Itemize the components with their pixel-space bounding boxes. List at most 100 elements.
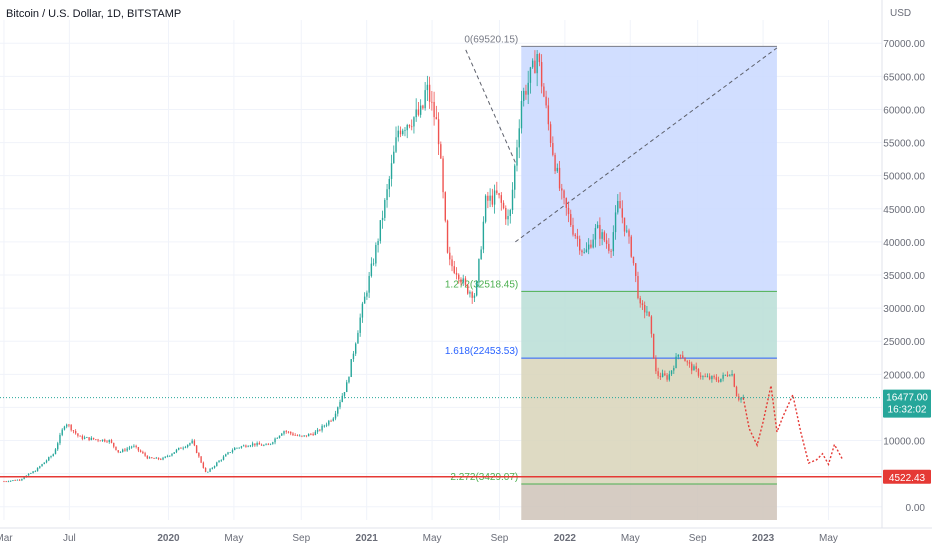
candle-body xyxy=(310,433,312,435)
candle-body xyxy=(507,216,509,220)
candle-body xyxy=(126,448,128,451)
candle-body xyxy=(330,420,332,422)
candle-body xyxy=(661,373,664,378)
candle-body xyxy=(191,440,193,444)
candle-body xyxy=(83,437,86,439)
candle-body xyxy=(213,465,216,468)
candle-body xyxy=(502,202,505,209)
candle-body xyxy=(354,343,357,354)
candle-body xyxy=(139,450,142,452)
candle-body xyxy=(88,437,90,441)
x-tick-label: Sep xyxy=(491,533,509,544)
candle-body xyxy=(77,433,79,436)
candle-body xyxy=(323,425,326,427)
candle-body xyxy=(48,457,50,461)
candle-body xyxy=(514,165,516,190)
candle-body xyxy=(581,250,583,253)
candle-body xyxy=(657,371,659,376)
candle-body xyxy=(608,243,610,251)
candle-body xyxy=(404,130,406,131)
candle-body xyxy=(431,101,433,103)
candle-body xyxy=(467,284,469,294)
candle-body xyxy=(189,443,191,445)
support-value: 4522.43 xyxy=(889,473,926,484)
candle-body xyxy=(402,130,404,135)
candle-body xyxy=(220,459,222,461)
candle-body xyxy=(106,441,108,443)
x-tick-label: May xyxy=(621,533,640,544)
candle-body xyxy=(695,366,697,370)
candle-body xyxy=(442,158,444,193)
x-tick-label: 2020 xyxy=(157,533,180,544)
candle-body xyxy=(171,453,173,456)
candle-body xyxy=(276,437,278,439)
candle-body xyxy=(426,84,429,91)
candle-body xyxy=(379,220,382,242)
candle-body xyxy=(52,454,54,457)
candle-body xyxy=(699,375,702,377)
candle-body xyxy=(343,392,346,396)
candle-body xyxy=(269,443,272,445)
candle-body xyxy=(480,249,482,260)
candle-body xyxy=(563,190,565,198)
y-tick-label: 50000.00 xyxy=(883,172,925,183)
candle-body xyxy=(267,444,270,446)
candle-body xyxy=(574,234,576,237)
candle-body xyxy=(446,220,449,253)
candle-body xyxy=(621,208,623,218)
y-tick-label: 55000.00 xyxy=(883,139,925,150)
candle-body xyxy=(332,418,334,421)
x-tick-label: 2023 xyxy=(752,533,775,544)
candle-body xyxy=(334,413,337,419)
candle-body xyxy=(729,375,731,377)
candle-body xyxy=(21,478,23,481)
candle-body xyxy=(178,447,180,450)
candle-body xyxy=(556,167,559,172)
candle-body xyxy=(65,424,68,427)
candle-body xyxy=(307,433,310,437)
y-tick-label: 10000.00 xyxy=(883,437,925,448)
candle-body xyxy=(652,333,655,359)
candle-body xyxy=(603,232,606,241)
trend-dashed-line xyxy=(515,47,778,243)
candle-body xyxy=(61,429,63,435)
candle-body xyxy=(5,481,7,483)
candle-body xyxy=(659,375,662,378)
y-tick-label: 20000.00 xyxy=(883,370,925,381)
candle-body xyxy=(639,298,641,304)
candle-body xyxy=(14,480,16,481)
candle-body xyxy=(39,466,41,468)
x-tick-label: Jul xyxy=(63,533,76,544)
candle-body xyxy=(238,447,240,449)
candle-body xyxy=(525,90,527,95)
currency-label: USD xyxy=(890,8,911,19)
candle-body xyxy=(496,190,498,194)
candle-body xyxy=(635,263,637,277)
candle-body xyxy=(119,451,122,453)
candle-body xyxy=(482,221,485,250)
candle-body xyxy=(18,479,21,481)
candle-body xyxy=(422,105,424,109)
candle-body xyxy=(686,361,688,363)
candle-body xyxy=(281,433,283,436)
candle-body xyxy=(325,424,328,426)
candle-body xyxy=(43,462,45,465)
candle-body xyxy=(110,440,113,443)
x-tick-label: Mar xyxy=(0,533,13,544)
candle-body xyxy=(693,366,695,371)
candle-body xyxy=(677,354,679,357)
candle-body xyxy=(36,467,39,472)
candle-body xyxy=(50,456,52,458)
candle-body xyxy=(294,435,296,436)
candle-body xyxy=(388,178,390,190)
candle-body xyxy=(202,462,205,468)
candles-group xyxy=(3,50,744,483)
candle-body xyxy=(547,105,550,125)
candle-body xyxy=(415,109,417,118)
y-tick-label: 25000.00 xyxy=(883,337,925,348)
candle-body xyxy=(115,446,117,451)
candle-body xyxy=(361,303,364,318)
candle-body xyxy=(579,238,581,251)
candle-body xyxy=(151,457,153,459)
